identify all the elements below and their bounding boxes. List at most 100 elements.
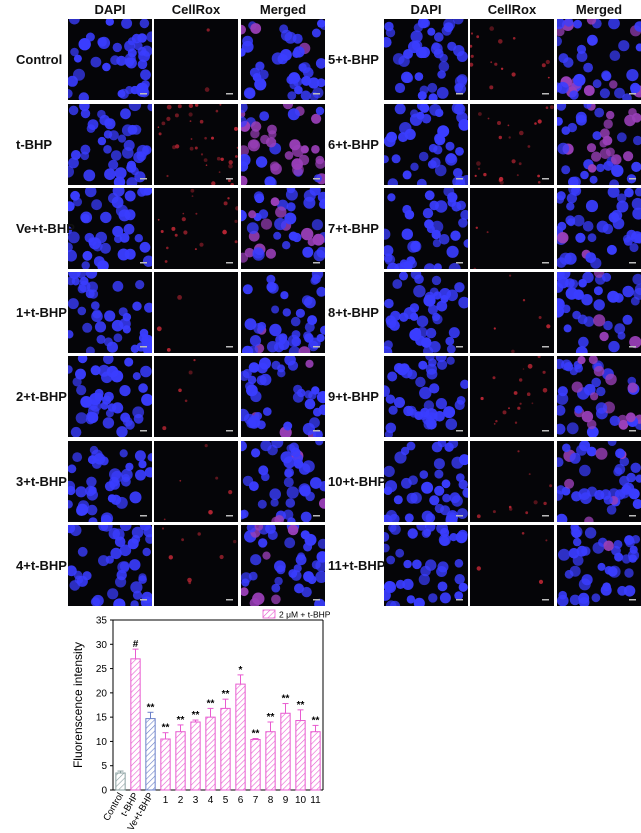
dapi-image xyxy=(384,19,468,100)
row-label: 7+t-BHP xyxy=(328,221,379,236)
left-column-header-dapi: DAPI xyxy=(94,2,126,17)
merged-image xyxy=(557,19,641,100)
row-label: 1+t-BHP xyxy=(16,305,67,320)
dapi-image xyxy=(384,356,468,437)
significance-label: ** xyxy=(282,694,290,705)
legend-label: 2 μM + t-BHP xyxy=(279,610,331,620)
significance-label: # xyxy=(133,639,139,650)
cellrox-image xyxy=(470,19,554,100)
significance-label: ** xyxy=(162,723,170,734)
significance-label: ** xyxy=(312,715,320,726)
row-label: Ve+t-BHP xyxy=(16,221,75,236)
x-tick-label: 6 xyxy=(238,795,244,806)
cellrox-image xyxy=(470,356,554,437)
y-tick-label: 25 xyxy=(96,664,108,675)
dapi-image xyxy=(68,356,152,437)
merged-image xyxy=(241,272,325,353)
bar xyxy=(145,718,156,791)
bar xyxy=(220,707,231,791)
merged-image xyxy=(557,356,641,437)
bar xyxy=(295,720,306,791)
dapi-image xyxy=(68,272,152,353)
dapi-image xyxy=(68,19,152,100)
row-label: 8+t-BHP xyxy=(328,305,379,320)
x-tick-label: 3 xyxy=(193,795,199,806)
row-label: 6+t-BHP xyxy=(328,137,379,152)
cellrox-image xyxy=(470,272,554,353)
x-tick-label: 8 xyxy=(268,795,274,806)
bar xyxy=(190,721,201,791)
cellrox-image xyxy=(154,188,238,269)
x-tick-label: 7 xyxy=(253,795,259,806)
x-tick-label: 2 xyxy=(178,795,184,806)
y-axis-label: Fluorenscence intensity xyxy=(71,642,85,768)
bar xyxy=(160,738,171,791)
significance-label: ** xyxy=(177,715,185,726)
merged-image xyxy=(557,104,641,185)
bar xyxy=(205,716,216,791)
y-tick-label: 35 xyxy=(96,616,108,627)
row-label: 2+t-BHP xyxy=(16,389,67,404)
merged-image xyxy=(241,356,325,437)
dapi-image xyxy=(384,188,468,269)
x-tick-label: 4 xyxy=(208,795,214,806)
significance-label: ** xyxy=(297,700,305,711)
cellrox-image xyxy=(470,104,554,185)
significance-label: ** xyxy=(252,729,260,740)
row-label: 11+t-BHP xyxy=(328,558,386,573)
row-label: 4+t-BHP xyxy=(16,558,67,573)
significance-label: ** xyxy=(207,698,215,709)
legend-swatch xyxy=(262,609,276,619)
x-tick-label: 9 xyxy=(283,795,289,806)
x-tick-label: 5 xyxy=(223,795,229,806)
merged-image xyxy=(557,272,641,353)
cellrox-image xyxy=(154,104,238,185)
row-label: 10+t-BHP xyxy=(328,474,387,489)
bar xyxy=(310,731,321,791)
row-label: t-BHP xyxy=(16,137,53,152)
cellrox-image xyxy=(154,19,238,100)
bar xyxy=(265,731,276,791)
merged-image xyxy=(557,441,641,522)
merged-image xyxy=(241,104,325,185)
y-tick-label: 20 xyxy=(96,688,108,699)
merged-image xyxy=(241,525,325,606)
right-column-header-dapi: DAPI xyxy=(410,2,442,17)
merged-image xyxy=(241,188,325,269)
y-tick-label: 10 xyxy=(96,737,108,748)
cellrox-image xyxy=(154,356,238,437)
merged-image xyxy=(557,525,641,606)
bar xyxy=(250,738,261,791)
y-tick-label: 30 xyxy=(96,640,108,651)
right-column-header-cellrox: CellRox xyxy=(487,2,537,17)
row-label: Control xyxy=(16,52,63,67)
dapi-image xyxy=(384,272,468,353)
dapi-image xyxy=(384,525,468,606)
significance-label: ** xyxy=(192,710,200,721)
cellrox-image xyxy=(470,525,554,606)
merged-image xyxy=(241,441,325,522)
x-tick-label: 1 xyxy=(163,795,169,806)
y-tick-label: 0 xyxy=(101,786,107,797)
row-label: 5+t-BHP xyxy=(328,52,379,67)
bar xyxy=(235,683,246,791)
left-column-header-cellrox: CellRox xyxy=(171,2,221,17)
dapi-image xyxy=(384,441,468,522)
cellrox-image xyxy=(470,441,554,522)
significance-label: ** xyxy=(222,689,230,700)
dapi-image xyxy=(68,441,152,522)
merged-image xyxy=(557,188,641,269)
right-column-header-merged: Merged xyxy=(575,2,623,17)
dapi-image xyxy=(68,188,152,269)
bar xyxy=(130,658,141,791)
dapi-image xyxy=(68,104,152,185)
significance-label: * xyxy=(239,665,243,676)
cellrox-image xyxy=(470,188,554,269)
row-label: 9+t-BHP xyxy=(328,389,379,404)
cellrox-image xyxy=(154,441,238,522)
x-tick-label: 11 xyxy=(310,795,321,806)
significance-label: ** xyxy=(267,712,275,723)
y-tick-label: 5 xyxy=(101,761,107,772)
bar xyxy=(115,772,126,791)
